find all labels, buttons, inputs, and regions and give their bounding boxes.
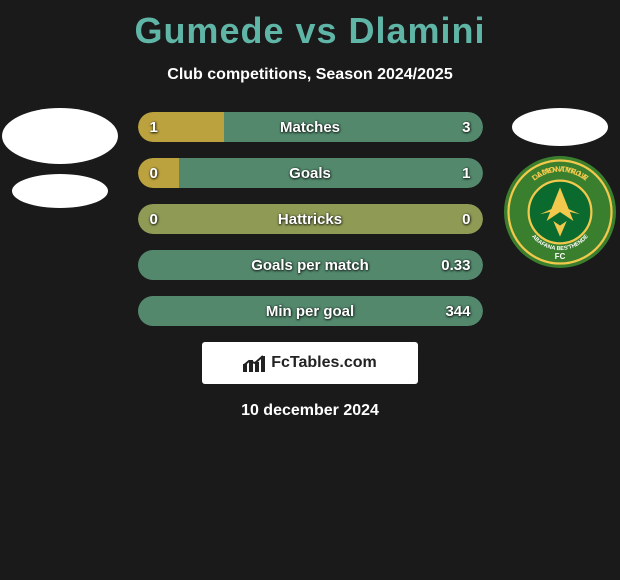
- stat-value-right: 3: [462, 112, 470, 142]
- stat-row: 13Matches: [138, 112, 483, 142]
- stat-bar-right: [310, 204, 483, 234]
- stat-value-left: 0: [150, 158, 158, 188]
- stat-value-right: 0: [462, 204, 470, 234]
- left-player-avatar: [2, 108, 118, 164]
- brand-badge[interactable]: FcTables.com: [202, 342, 418, 384]
- stat-bar-right: [138, 250, 483, 280]
- left-club-badge: [12, 174, 108, 208]
- generation-date: 10 december 2024: [0, 402, 620, 420]
- stat-value-right: 0.33: [441, 250, 470, 280]
- brand-chart-icon: [243, 354, 265, 372]
- stat-value-left: 0: [150, 204, 158, 234]
- stat-bar-left: [138, 204, 311, 234]
- stat-value-right: 1: [462, 158, 470, 188]
- stat-value-left: 1: [150, 112, 158, 142]
- brand-text: FcTables.com: [271, 354, 377, 372]
- comparison-subtitle: Club competitions, Season 2024/2025: [0, 66, 620, 84]
- comparison-title: Gumede vs Dlamini: [0, 0, 620, 52]
- svg-text:FC: FC: [555, 252, 566, 261]
- stat-bar-left: [138, 158, 179, 188]
- stat-value-right: 344: [445, 296, 470, 326]
- right-club-badge: LAMONTVILLEOLDEN ARROWABAFANA BES'THENDE…: [504, 156, 616, 268]
- stat-bar-right: [138, 296, 483, 326]
- right-player-column: LAMONTVILLEOLDEN ARROWABAFANA BES'THENDE…: [500, 108, 620, 268]
- stat-row: 01Goals: [138, 158, 483, 188]
- left-player-column: [0, 108, 120, 208]
- stat-row: 344Min per goal: [138, 296, 483, 326]
- stat-bar-right: [224, 112, 483, 142]
- stat-row: 00Hattricks: [138, 204, 483, 234]
- right-player-avatar: [512, 108, 608, 146]
- stat-bars: 13Matches01Goals00Hattricks0.33Goals per…: [138, 112, 483, 326]
- stat-row: 0.33Goals per match: [138, 250, 483, 280]
- stat-bar-right: [179, 158, 483, 188]
